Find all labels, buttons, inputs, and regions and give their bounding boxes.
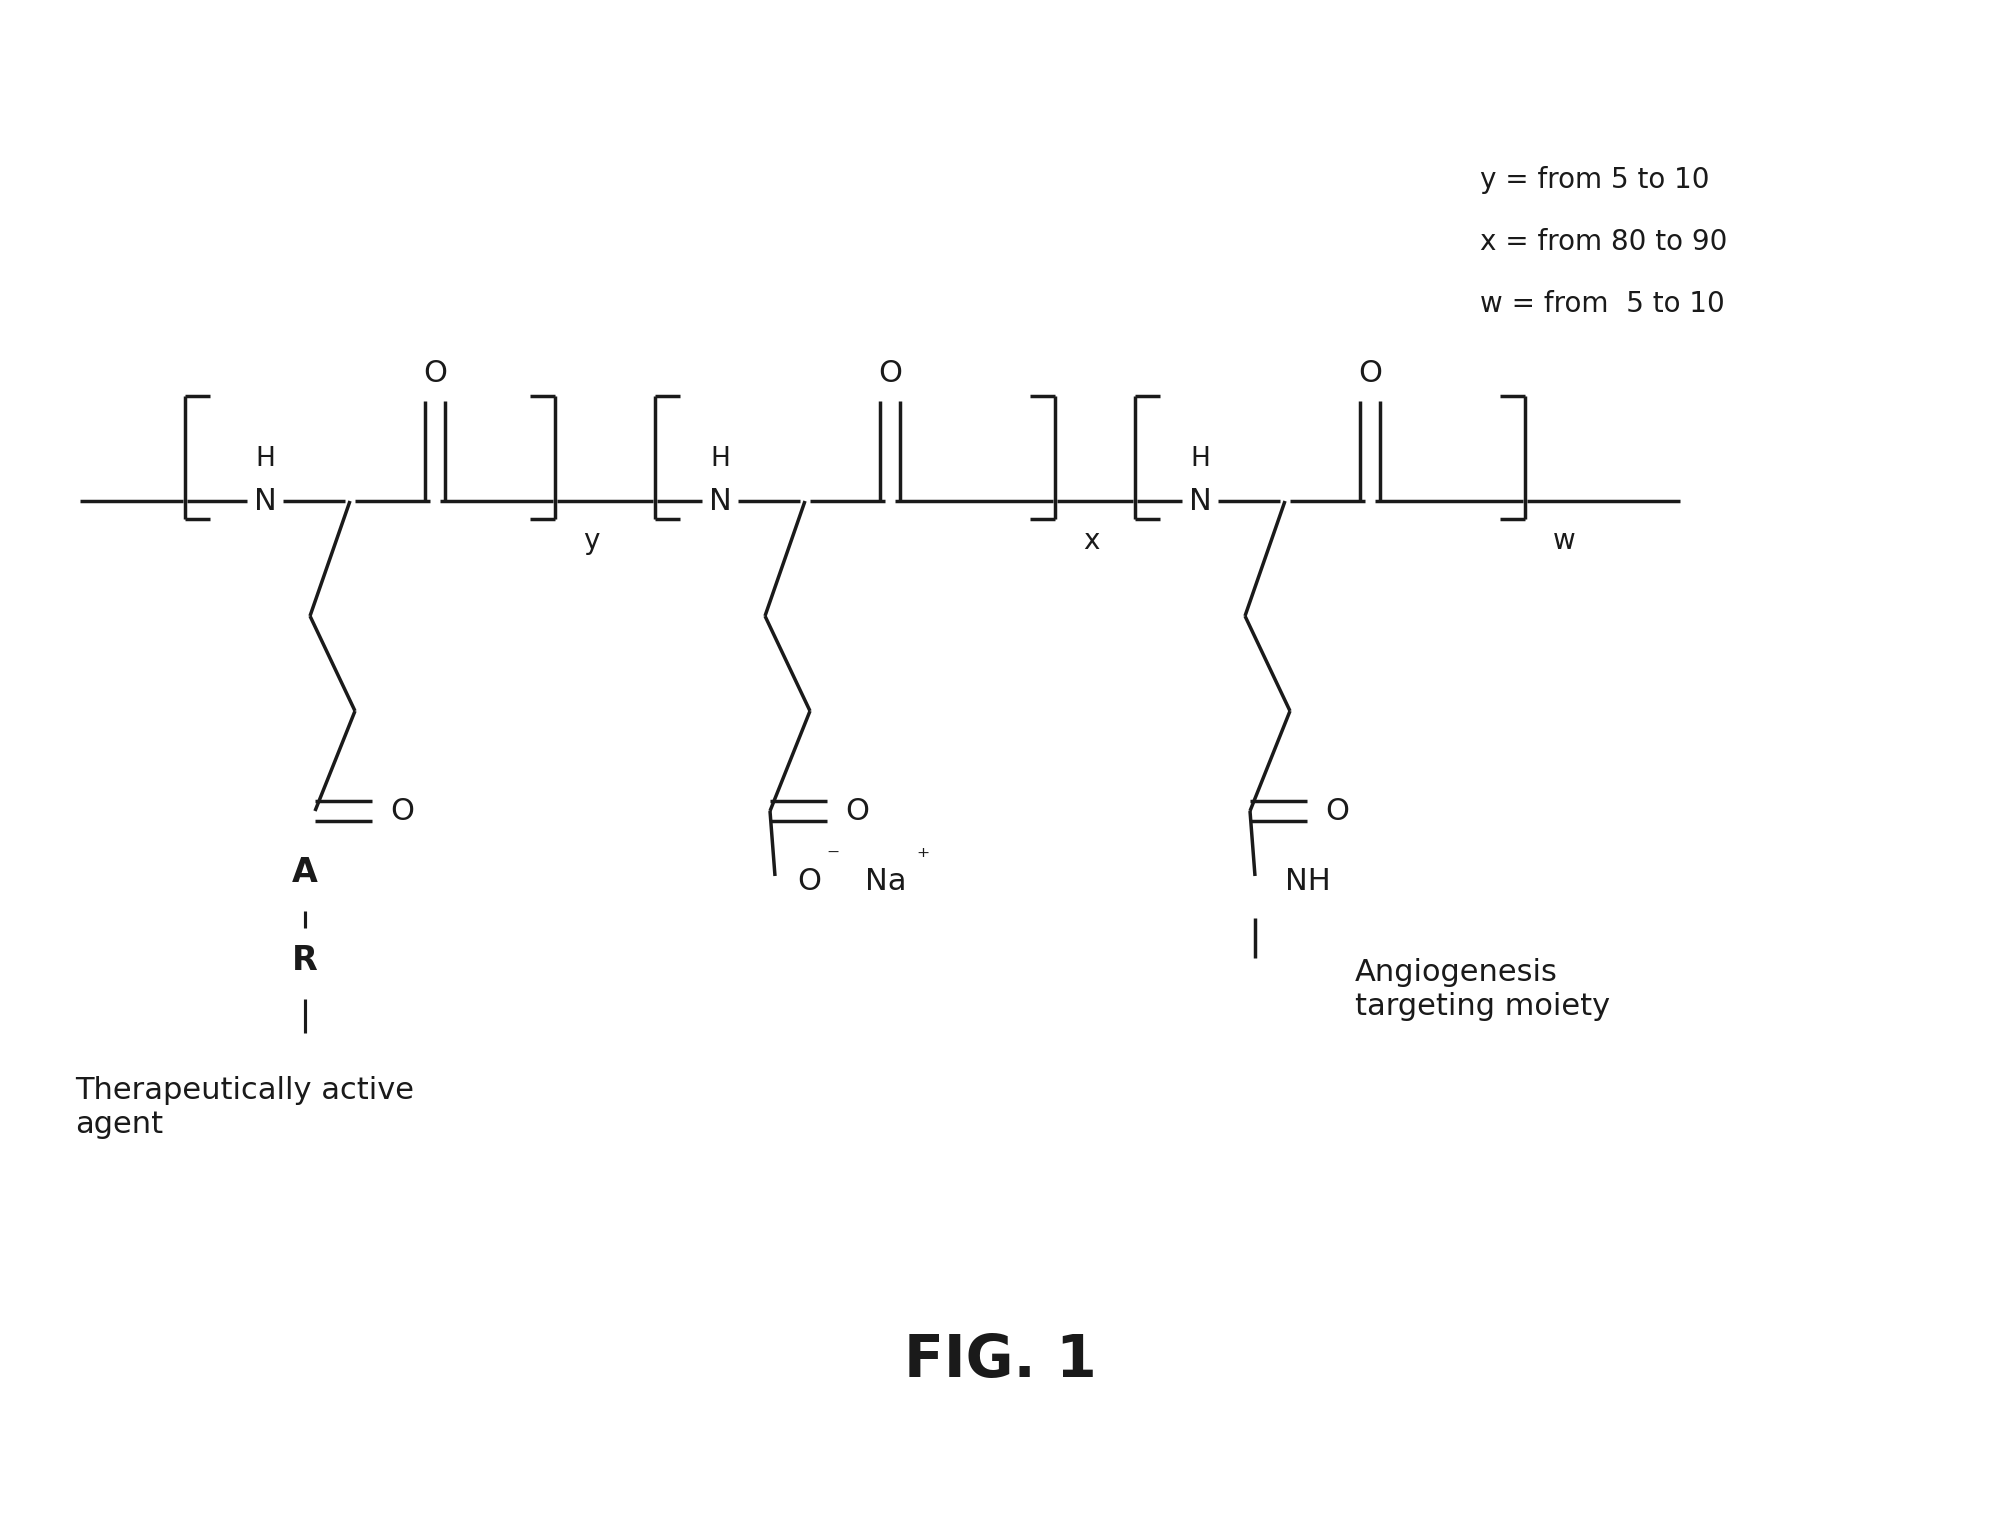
Text: N: N xyxy=(708,487,732,516)
Text: O: O xyxy=(390,797,414,826)
Text: O: O xyxy=(422,359,446,388)
Text: H: H xyxy=(255,446,276,472)
Text: O: O xyxy=(1325,797,1349,826)
Text: Therapeutically active
agent: Therapeutically active agent xyxy=(74,1075,414,1139)
Text: NH: NH xyxy=(1285,867,1331,896)
Text: O: O xyxy=(796,867,820,896)
Text: ⁻: ⁻ xyxy=(827,846,839,870)
Text: A: A xyxy=(292,856,318,890)
Text: R: R xyxy=(292,945,318,978)
Text: O: O xyxy=(1357,359,1382,388)
Text: w = from  5 to 10: w = from 5 to 10 xyxy=(1480,291,1725,318)
Text: w: w xyxy=(1552,526,1577,555)
Text: FIG. 1: FIG. 1 xyxy=(903,1332,1096,1390)
Text: H: H xyxy=(710,446,730,472)
Text: x: x xyxy=(1084,526,1100,555)
Text: ⁺: ⁺ xyxy=(917,846,929,870)
Text: Na: Na xyxy=(865,867,907,896)
Text: y: y xyxy=(583,526,599,555)
Text: Angiogenesis
targeting moiety: Angiogenesis targeting moiety xyxy=(1355,958,1611,1021)
Text: y = from 5 to 10: y = from 5 to 10 xyxy=(1480,166,1709,195)
Text: x = from 80 to 90: x = from 80 to 90 xyxy=(1480,228,1727,256)
Text: O: O xyxy=(845,797,869,826)
Text: H: H xyxy=(1191,446,1211,472)
Text: O: O xyxy=(879,359,903,388)
Text: N: N xyxy=(1189,487,1211,516)
Text: N: N xyxy=(253,487,276,516)
